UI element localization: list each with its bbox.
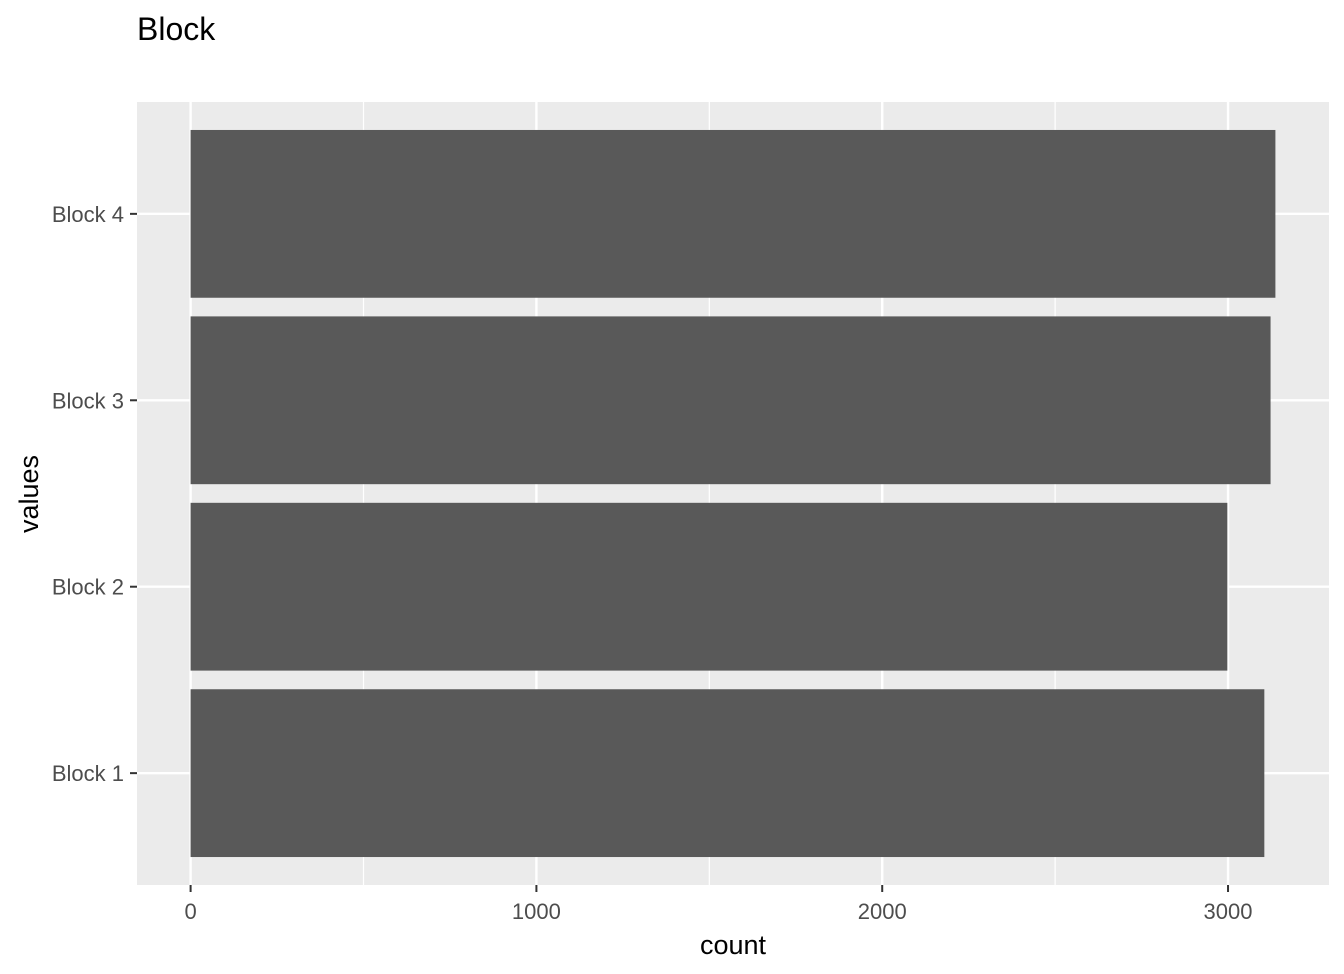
bar-block-4	[190, 129, 1276, 298]
bar-block-2	[190, 502, 1228, 671]
y-tick-label: Block 4	[52, 202, 124, 227]
x-tick-label: 3000	[1204, 899, 1253, 924]
bar-block-3	[190, 316, 1271, 485]
y-axis-title: values	[14, 455, 44, 533]
x-axis: 0 1000 2000 3000	[184, 885, 1253, 924]
x-tick-label: 1000	[512, 899, 561, 924]
y-axis: Block 1 Block 2 Block 3 Block 4	[52, 202, 137, 786]
x-tick-label: 0	[184, 899, 196, 924]
bars	[190, 129, 1276, 858]
bar-block-1	[190, 689, 1265, 858]
x-axis-title: count	[700, 930, 767, 960]
chart-title: Block	[137, 11, 216, 47]
y-tick-label: Block 3	[52, 388, 124, 413]
x-tick-label: 2000	[858, 899, 907, 924]
y-tick-label: Block 2	[52, 575, 124, 600]
y-tick-label: Block 1	[52, 761, 124, 786]
